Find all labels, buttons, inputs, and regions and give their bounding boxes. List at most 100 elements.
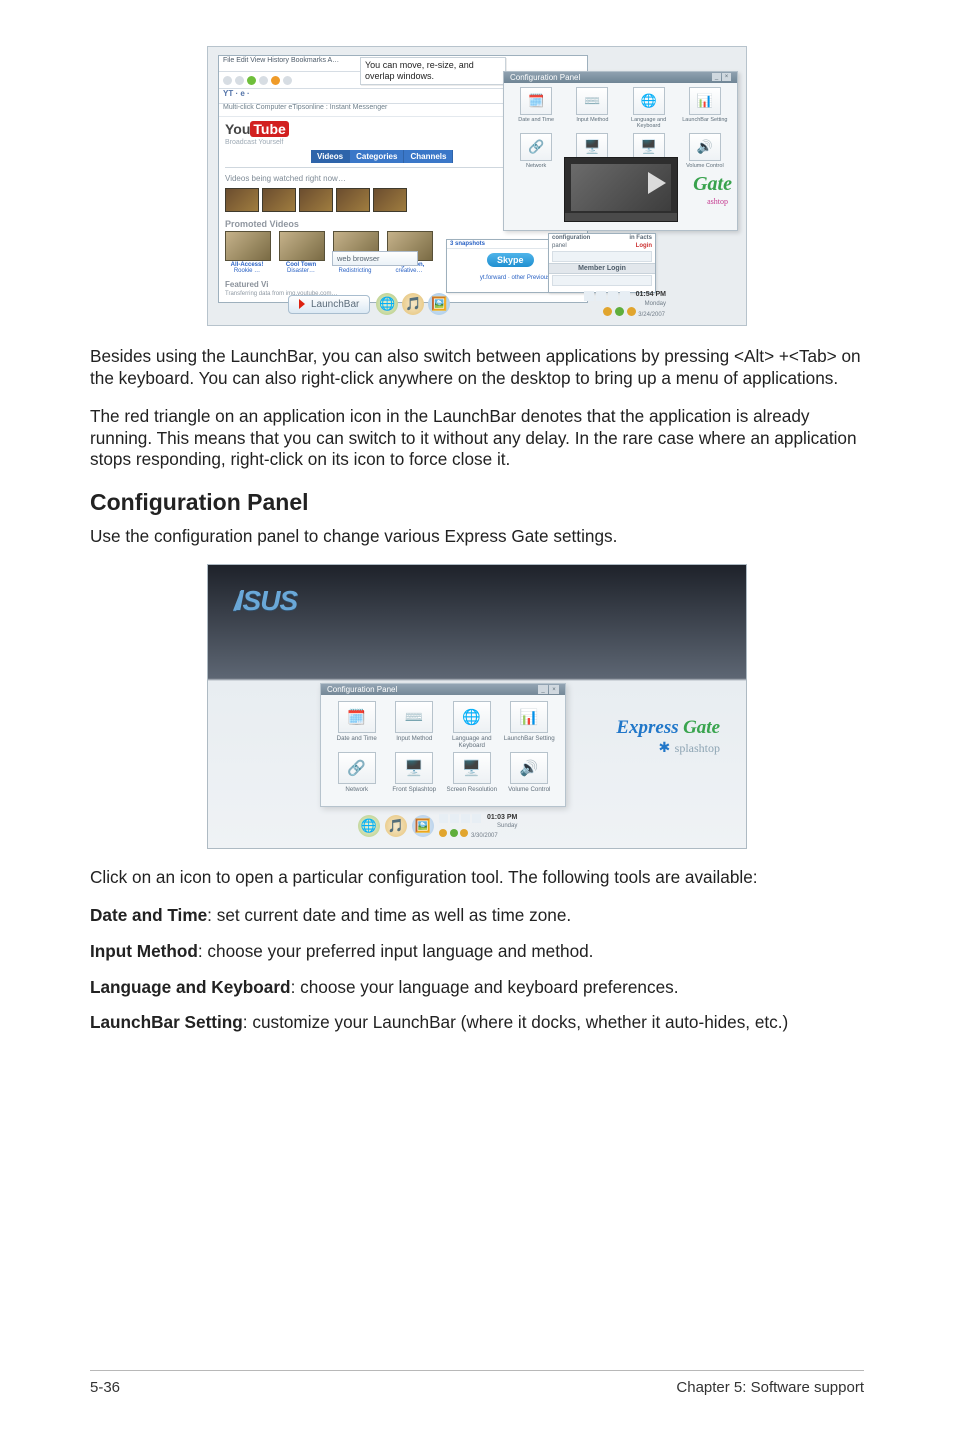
keyboard-icon: ⌨️ bbox=[576, 87, 608, 115]
close-icon[interactable]: × bbox=[722, 73, 731, 81]
config-item-launchbar[interactable]: 📊 LaunchBar Setting bbox=[504, 701, 556, 749]
input-field[interactable] bbox=[552, 251, 652, 262]
tray-icons: 01:54 PM bbox=[584, 291, 666, 301]
video-thumb[interactable] bbox=[225, 188, 259, 212]
tray-icon[interactable] bbox=[596, 291, 606, 301]
photo-app-icon[interactable]: 🖼️ bbox=[428, 293, 450, 315]
media-app-icon[interactable]: 🎵 bbox=[385, 815, 407, 837]
config-item-network[interactable]: 🔗 Network bbox=[331, 752, 383, 793]
youtube-logo-tube: Tube bbox=[250, 121, 288, 137]
launchbar-button[interactable]: LaunchBar bbox=[288, 295, 370, 314]
tool-desc: : choose your language and keyboard pref… bbox=[291, 977, 679, 997]
config-item-label: Date and Time bbox=[337, 735, 377, 742]
home-icon[interactable] bbox=[271, 76, 280, 85]
tray-icons: 01:03 PM bbox=[439, 814, 517, 823]
config-item-launchbar[interactable]: 📊 LaunchBar Setting bbox=[679, 87, 731, 129]
figure1-desktop: File Edit View History Bookmarks A… YT ·… bbox=[207, 46, 747, 326]
dot-icon bbox=[627, 307, 636, 316]
tray-icon[interactable] bbox=[450, 814, 459, 823]
tool-desc: : customize your LaunchBar (where it doc… bbox=[243, 1012, 788, 1032]
tray-icon[interactable] bbox=[439, 814, 448, 823]
monitor-icon: 🖥️ bbox=[395, 752, 433, 784]
figure2-desktop: /ISUS Configuration Panel _ × 🗓️ Date an… bbox=[207, 564, 747, 849]
screen-icon: 🖥️ bbox=[453, 752, 491, 784]
browser-app-icon[interactable]: 🌐 bbox=[358, 815, 380, 837]
config-item-label: Front Splashtop bbox=[392, 786, 436, 793]
close-icon[interactable]: × bbox=[549, 685, 559, 694]
config-item-resolution[interactable]: 🖥️ Screen Resolution bbox=[446, 752, 498, 793]
tool-name: Date and Time bbox=[90, 905, 207, 925]
launchbar: LaunchBar 🌐 🎵 🖼️ 01:54 PM Monday bbox=[288, 289, 666, 319]
config-panel-title: Configuration Panel bbox=[327, 685, 397, 694]
tray-icon[interactable] bbox=[461, 814, 470, 823]
config-panel-window: Configuration Panel _ × 🗓️ Date and Time… bbox=[320, 683, 566, 807]
promoted-card[interactable]: All-Access! Rookie … bbox=[225, 231, 269, 274]
config-item-date-time[interactable]: 🗓️ Date and Time bbox=[331, 701, 383, 749]
paragraph: Click on an icon to open a particular co… bbox=[90, 867, 864, 889]
launchbar: 🌐 🎵 🖼️ 01:03 PM Sunday 3/30/2007 bbox=[358, 812, 596, 840]
tool-item: Input Method: choose your preferred inpu… bbox=[90, 941, 864, 963]
tab-channels[interactable]: Channels bbox=[404, 150, 453, 163]
video-thumb[interactable] bbox=[373, 188, 407, 212]
config-item-label: Volume Control bbox=[686, 163, 724, 169]
config-item-input-method[interactable]: ⌨️ Input Method bbox=[389, 701, 441, 749]
tray-icon[interactable] bbox=[608, 291, 618, 301]
video-thumb[interactable] bbox=[336, 188, 370, 212]
browser-app-icon[interactable]: 🌐 bbox=[376, 293, 398, 315]
tab-categories[interactable]: Categories bbox=[350, 150, 404, 163]
video-thumb[interactable] bbox=[262, 188, 296, 212]
dot-icon bbox=[615, 307, 624, 316]
tray-icon[interactable] bbox=[584, 291, 594, 301]
speaker-icon: 🔊 bbox=[689, 133, 721, 161]
tray-date: 3/24/2007 bbox=[638, 312, 665, 318]
mini2-right: in Facts bbox=[629, 235, 652, 241]
minimize-icon[interactable]: _ bbox=[712, 73, 721, 81]
video-player[interactable] bbox=[564, 157, 678, 222]
tray-icon[interactable] bbox=[472, 814, 481, 823]
calendar-icon: 🗓️ bbox=[520, 87, 552, 115]
tray-icon[interactable] bbox=[620, 291, 630, 301]
minimize-icon[interactable]: _ bbox=[538, 685, 548, 694]
asus-logo: /ISUS bbox=[234, 585, 297, 617]
config-item-splashtop[interactable]: 🖥️ Front Splashtop bbox=[389, 752, 441, 793]
card-subtitle: Rookie … bbox=[234, 268, 260, 274]
system-tray: 01:54 PM Monday 3/24/2007 bbox=[584, 291, 666, 318]
forward-icon[interactable] bbox=[235, 76, 244, 85]
photo-app-icon[interactable]: 🖼️ bbox=[412, 815, 434, 837]
figure-config-panel: /ISUS Configuration Panel _ × 🗓️ Date an… bbox=[207, 564, 747, 849]
stop-icon[interactable] bbox=[259, 76, 268, 85]
config-item-language[interactable]: 🌐 Language and Keyboard bbox=[446, 701, 498, 749]
promoted-card[interactable]: Cool Town Disaster… bbox=[279, 231, 323, 274]
keyboard-icon: ⌨️ bbox=[395, 701, 433, 733]
config-item-network[interactable]: 🔗 Network bbox=[510, 133, 562, 169]
bars-icon: 📊 bbox=[510, 701, 548, 733]
reload-icon[interactable] bbox=[247, 76, 256, 85]
tray-status-dots: 3/24/2007 bbox=[603, 307, 666, 318]
config-item-volume[interactable]: 🔊 Volume Control bbox=[679, 133, 731, 169]
back-icon[interactable] bbox=[223, 76, 232, 85]
bookmark-icon[interactable] bbox=[283, 76, 292, 85]
skype-badge[interactable]: Skype bbox=[487, 253, 534, 267]
figure-launchbar-overview: File Edit View History Bookmarks A… YT ·… bbox=[207, 46, 747, 326]
config-item-label: LaunchBar Setting bbox=[504, 735, 555, 742]
config-item-volume[interactable]: 🔊 Volume Control bbox=[504, 752, 556, 793]
bars-icon: 📊 bbox=[689, 87, 721, 115]
config-panel-titlebar: Configuration Panel _ × bbox=[504, 72, 737, 83]
media-app-icon[interactable]: 🎵 bbox=[402, 293, 424, 315]
config-item-input-method[interactable]: ⌨️ Input Method bbox=[566, 87, 618, 129]
paragraph: The red triangle on an application icon … bbox=[90, 406, 864, 472]
tool-name: LaunchBar Setting bbox=[90, 1012, 243, 1032]
star-icon: ✱ bbox=[658, 739, 670, 755]
play-icon bbox=[648, 172, 666, 194]
chapter-label: Chapter 5: Software support bbox=[676, 1379, 864, 1396]
video-thumb[interactable] bbox=[299, 188, 333, 212]
section-heading: Configuration Panel bbox=[90, 489, 864, 516]
config-item-date-time[interactable]: 🗓️ Date and Time bbox=[510, 87, 562, 129]
mini2-panel-label: panel bbox=[552, 243, 567, 249]
tray-date: 3/30/2007 bbox=[471, 833, 498, 839]
tool-item: Date and Time: set current date and time… bbox=[90, 905, 864, 927]
tab-videos[interactable]: Videos bbox=[311, 150, 350, 163]
input-field[interactable] bbox=[552, 275, 652, 286]
config-item-language[interactable]: 🌐 Language and Keyboard bbox=[623, 87, 675, 129]
clock: 01:54 PM bbox=[636, 291, 666, 301]
